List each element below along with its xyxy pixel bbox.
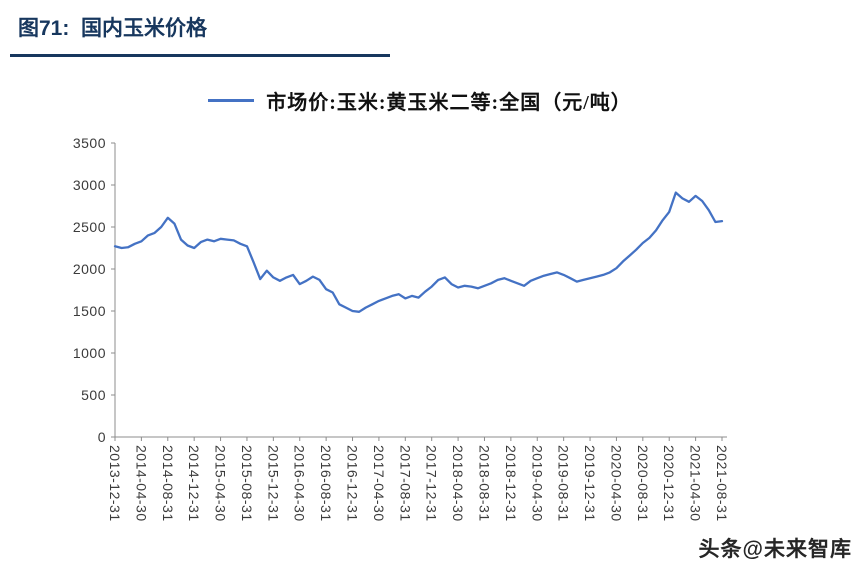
y-axis-tick-label: 3500 <box>73 135 106 151</box>
x-axis-tick-label: 2020-12-31 <box>661 445 677 522</box>
x-axis-tick-label: 2020-04-30 <box>608 445 624 522</box>
x-axis-tick-label: 2014-04-30 <box>133 445 149 522</box>
y-axis-tick-label: 1000 <box>73 345 106 361</box>
chart-legend: 市场价:玉米:黄玉米二等:全国（元/吨） <box>115 86 725 115</box>
x-axis-tick-label: 2016-08-31 <box>318 445 334 522</box>
x-axis-tick-label: 2018-12-31 <box>503 445 519 522</box>
x-axis-tick-label: 2014-12-31 <box>186 445 202 522</box>
watermark: 头条@未来智库 <box>698 538 852 561</box>
figure-title: 图71: 国内玉米价格 <box>10 10 390 57</box>
y-axis-tick-label: 0 <box>98 429 106 445</box>
y-axis-tick-label: 2500 <box>73 219 106 235</box>
x-axis-tick-label: 2021-04-30 <box>688 445 704 522</box>
x-axis-tick-label: 2015-04-30 <box>213 445 229 522</box>
x-axis-tick-label: 2015-12-31 <box>265 445 281 522</box>
x-axis-tick-label: 2017-08-31 <box>397 445 413 522</box>
x-axis-tick-label: 2015-08-31 <box>239 445 255 522</box>
x-axis-tick-label: 2016-12-31 <box>345 445 361 522</box>
x-axis-tick-label: 2018-04-30 <box>450 445 466 522</box>
y-axis-tick-label: 500 <box>81 387 106 403</box>
price-line-series <box>113 191 724 313</box>
x-axis-tick-label: 2019-12-31 <box>582 445 598 522</box>
x-axis-tick-label: 2019-08-31 <box>556 445 572 522</box>
y-axis-tick-label: 2000 <box>73 261 106 277</box>
y-axis-tick-label: 1500 <box>73 303 106 319</box>
x-axis-tick-label: 2017-04-30 <box>371 445 387 522</box>
x-axis-tick-label: 2020-08-31 <box>635 445 651 522</box>
x-axis-tick-label: 2016-04-30 <box>292 445 308 522</box>
legend-line-swatch <box>208 99 255 102</box>
legend-label: 市场价:玉米:黄玉米二等:全国（元/吨） <box>266 92 632 114</box>
x-axis-tick-label: 2013-12-31 <box>107 445 123 522</box>
x-axis-tick-label: 2014-08-31 <box>160 445 176 522</box>
x-axis-tick-label: 2019-04-30 <box>529 445 545 522</box>
corn-price-line-chart: 0 500 1000 1500 2000 2500 3000 3500 2013-12-31 20… <box>73 135 730 522</box>
x-axis-tick-label: 2017-12-31 <box>424 445 440 522</box>
y-axis-tick-label: 3000 <box>73 177 106 193</box>
x-axis-tick-label: 2018-08-31 <box>476 445 492 522</box>
x-axis-tick-label: 2021-08-31 <box>714 445 730 522</box>
